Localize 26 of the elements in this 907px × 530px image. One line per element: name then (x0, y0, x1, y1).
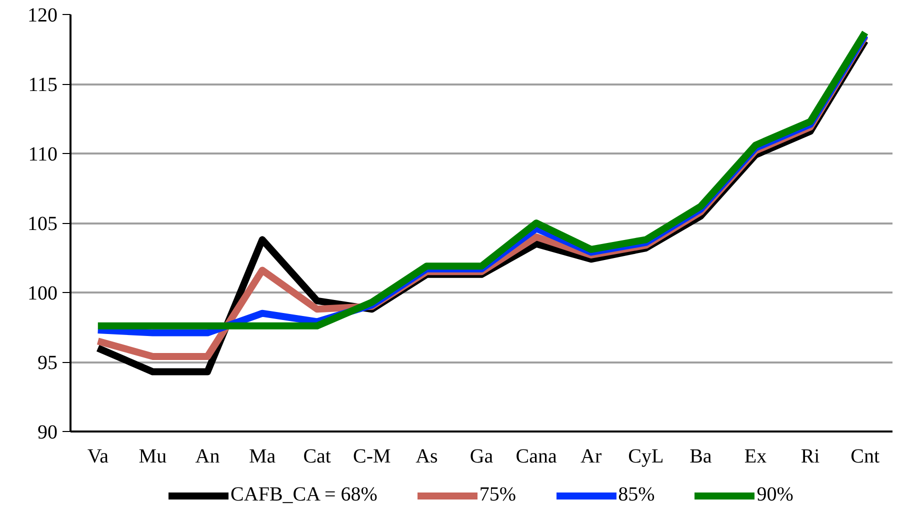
x-tick-label: Ex (744, 446, 767, 468)
x-tick-label: As (416, 446, 438, 468)
x-tick-label: Cana (516, 446, 557, 468)
legend-label: CAFB_CA = 68% (230, 484, 378, 506)
legend-label: 75% (479, 484, 516, 506)
y-tick-label: 100 (28, 282, 58, 304)
x-tick-label: C-M (353, 446, 392, 468)
y-tick-label: 90 (38, 422, 58, 444)
legend-label: 85% (618, 484, 655, 506)
x-tick-label: Ma (248, 446, 276, 468)
x-tick-label: Va (87, 446, 109, 468)
x-tick-label: Ba (690, 446, 712, 468)
y-tick-label: 110 (28, 144, 58, 166)
x-tick-label: Ar (580, 446, 602, 468)
x-tick-label: CyL (628, 446, 664, 468)
legend-label: 90% (756, 484, 794, 506)
x-tick-label: Ga (470, 446, 494, 468)
x-tick-label: Cat (303, 446, 332, 468)
y-tick-label: 120 (28, 4, 58, 26)
x-tick-label: Ri (800, 446, 820, 468)
x-tick-label: Cnt (850, 446, 880, 468)
y-tick-label: 95 (38, 352, 58, 374)
x-tick-label: Mu (138, 446, 167, 468)
x-tick-label: An (195, 446, 220, 468)
y-tick-label: 105 (28, 213, 58, 235)
y-tick-label: 115 (28, 74, 58, 96)
